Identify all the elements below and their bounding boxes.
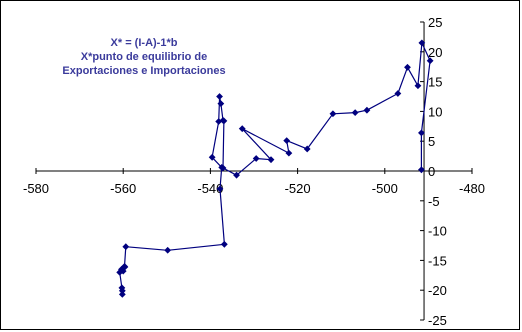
y-tick-label: -10 <box>428 224 447 239</box>
y-tick-label: 25 <box>428 15 442 30</box>
data-point <box>217 100 225 108</box>
y-tick-label: -15 <box>428 253 447 268</box>
data-point <box>116 268 124 276</box>
data-point <box>121 262 128 270</box>
x-tick-label: -580 <box>23 181 49 196</box>
data-point <box>394 90 402 97</box>
data-point <box>216 185 224 193</box>
data-point <box>329 110 337 118</box>
data-point <box>404 63 411 71</box>
y-tick-label: -20 <box>428 283 447 298</box>
data-point <box>351 109 359 116</box>
data-point <box>122 243 130 251</box>
data-point <box>418 166 425 174</box>
series-line <box>119 42 431 295</box>
data-point <box>238 125 246 133</box>
x-tick-label: -540 <box>197 181 223 196</box>
y-tick-label: 15 <box>428 75 442 90</box>
data-point <box>118 284 126 292</box>
data-point <box>267 156 275 164</box>
y-tick-label: 10 <box>428 104 442 119</box>
data-point <box>118 290 126 298</box>
data-point <box>233 171 240 179</box>
data-point <box>208 153 216 161</box>
data-point <box>283 137 291 145</box>
y-tick-label: -25 <box>428 313 447 328</box>
data-point <box>220 117 228 125</box>
data-point <box>414 82 422 90</box>
chart-title-line: Exportaciones e Importaciones <box>62 65 225 77</box>
data-point <box>219 164 227 172</box>
y-tick-label: 0 <box>428 164 435 179</box>
data-point <box>216 93 223 100</box>
data-point <box>220 240 228 248</box>
data-point <box>363 106 371 114</box>
y-tick-label: -5 <box>428 194 440 209</box>
data-point <box>418 129 425 137</box>
x-tick-label: -480 <box>459 181 485 196</box>
data-point <box>426 57 434 65</box>
x-tick-label: -560 <box>110 181 136 196</box>
y-tick-label: 5 <box>428 134 435 149</box>
y-tick-label: 20 <box>428 45 442 60</box>
x-tick-label: -520 <box>285 181 311 196</box>
data-point <box>418 39 426 47</box>
data-point <box>252 155 260 162</box>
x-tick-label: -500 <box>372 181 398 196</box>
data-point <box>164 246 172 254</box>
chart-title-line: X* = (I-A)-1*b <box>111 37 178 49</box>
chart-title-line: X*punto de equilibrio de <box>81 51 208 63</box>
data-point <box>303 145 311 153</box>
data-point <box>285 149 293 157</box>
